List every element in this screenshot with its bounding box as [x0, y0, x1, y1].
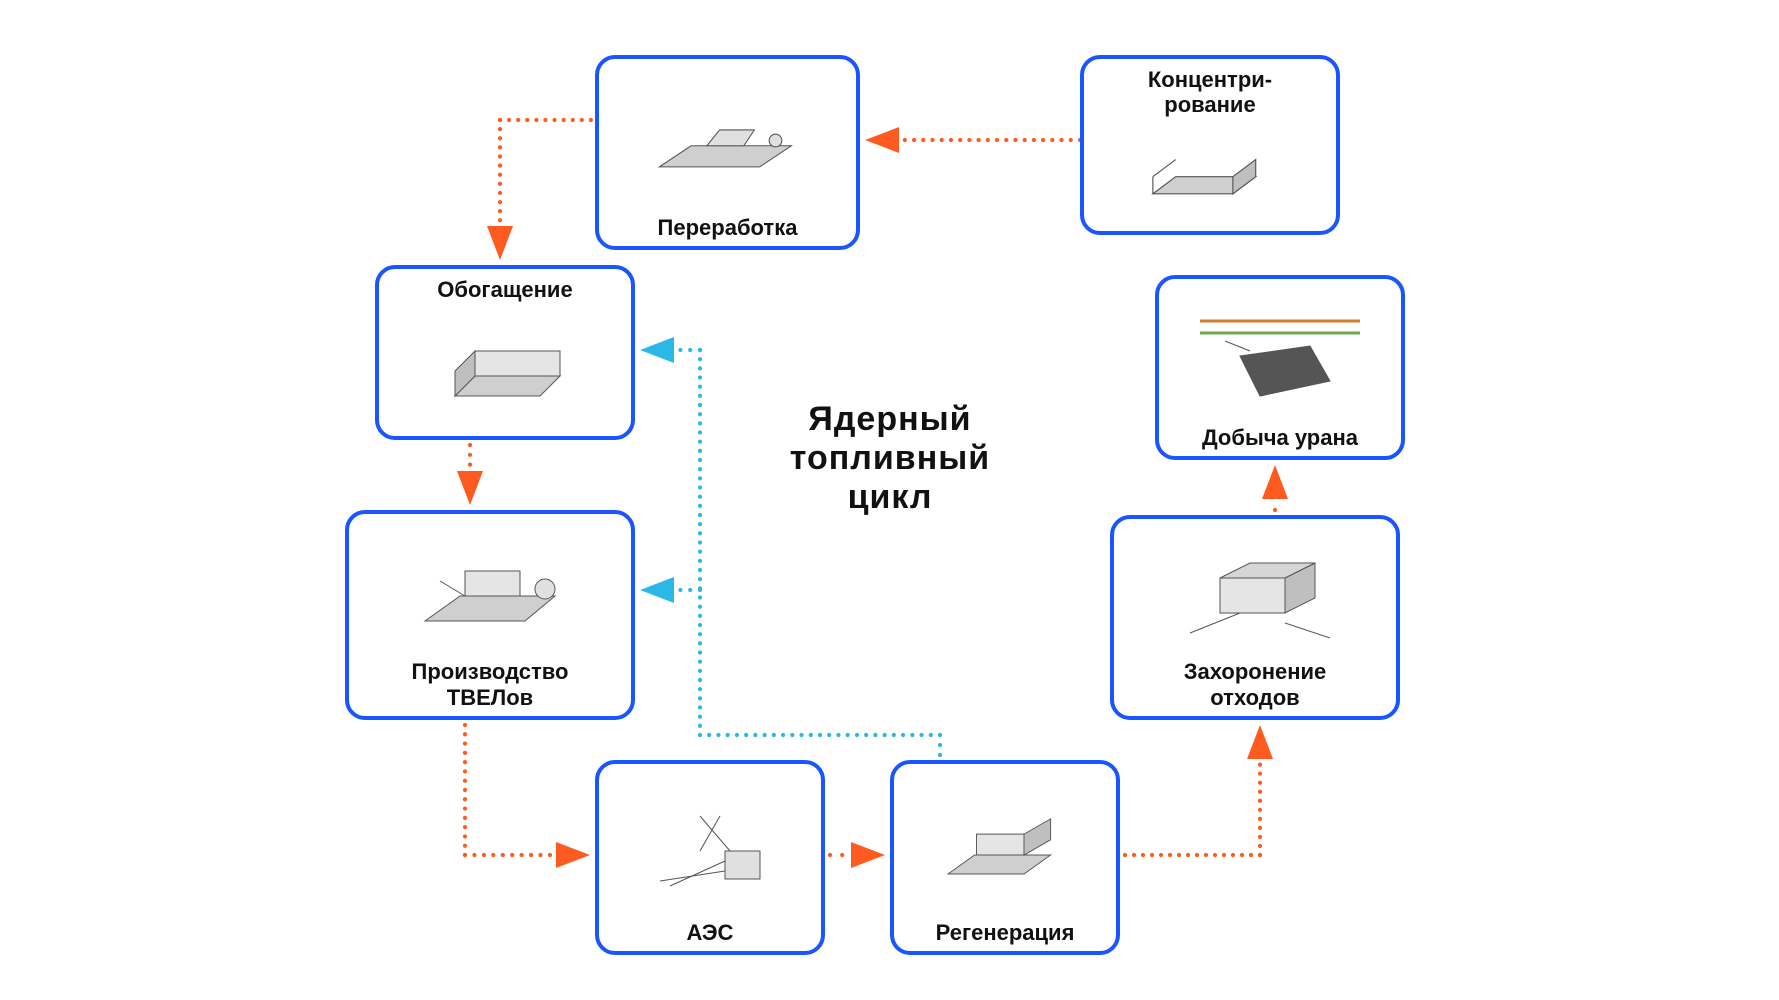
regen-icon [900, 772, 1110, 920]
node-label-aes: АЭС [687, 920, 734, 945]
edge-aes-to-regen [828, 842, 885, 868]
node-label-mining: Добыча урана [1202, 425, 1358, 450]
edge-tvel-to-aes [463, 723, 590, 868]
diagram-stage: Ядерный топливный цикл Концентри- ровани… [0, 0, 1779, 1000]
edge-processing-to-enrichment [487, 118, 602, 260]
concentration-icon [1090, 118, 1330, 225]
edge-enrichment-to-tvel [457, 443, 483, 505]
node-mining: Добыча урана [1155, 275, 1405, 460]
node-regen: Регенерация [890, 760, 1120, 955]
node-label-regen: Регенерация [936, 920, 1075, 945]
edge-regen-to-disposal [1123, 725, 1273, 857]
edge-regen-to-tvel [640, 577, 702, 603]
tvel-icon [355, 522, 625, 659]
node-label-disposal: Захоронение отходов [1184, 659, 1327, 710]
enrichment-icon [385, 302, 625, 430]
node-disposal: Захоронение отходов [1110, 515, 1400, 720]
node-label-concentration: Концентри- рование [1148, 67, 1272, 118]
center-title: Ядерный топливный цикл [720, 400, 1060, 570]
node-processing: Переработка [595, 55, 860, 250]
node-enrichment: Обогащение [375, 265, 635, 440]
disposal-icon [1120, 527, 1390, 659]
node-label-processing: Переработка [658, 215, 798, 240]
edge-disposal-to-mining [1262, 465, 1288, 512]
node-aes: АЭС [595, 760, 825, 955]
mining-icon [1165, 287, 1395, 425]
processing-icon [605, 67, 850, 215]
aes-icon [605, 772, 815, 920]
node-label-tvel: Производство ТВЕЛов [412, 659, 569, 710]
node-tvel: Производство ТВЕЛов [345, 510, 635, 720]
node-label-enrichment: Обогащение [437, 277, 572, 302]
node-concentration: Концентри- рование [1080, 55, 1340, 235]
edge-concentration-to-processing [865, 127, 1082, 153]
